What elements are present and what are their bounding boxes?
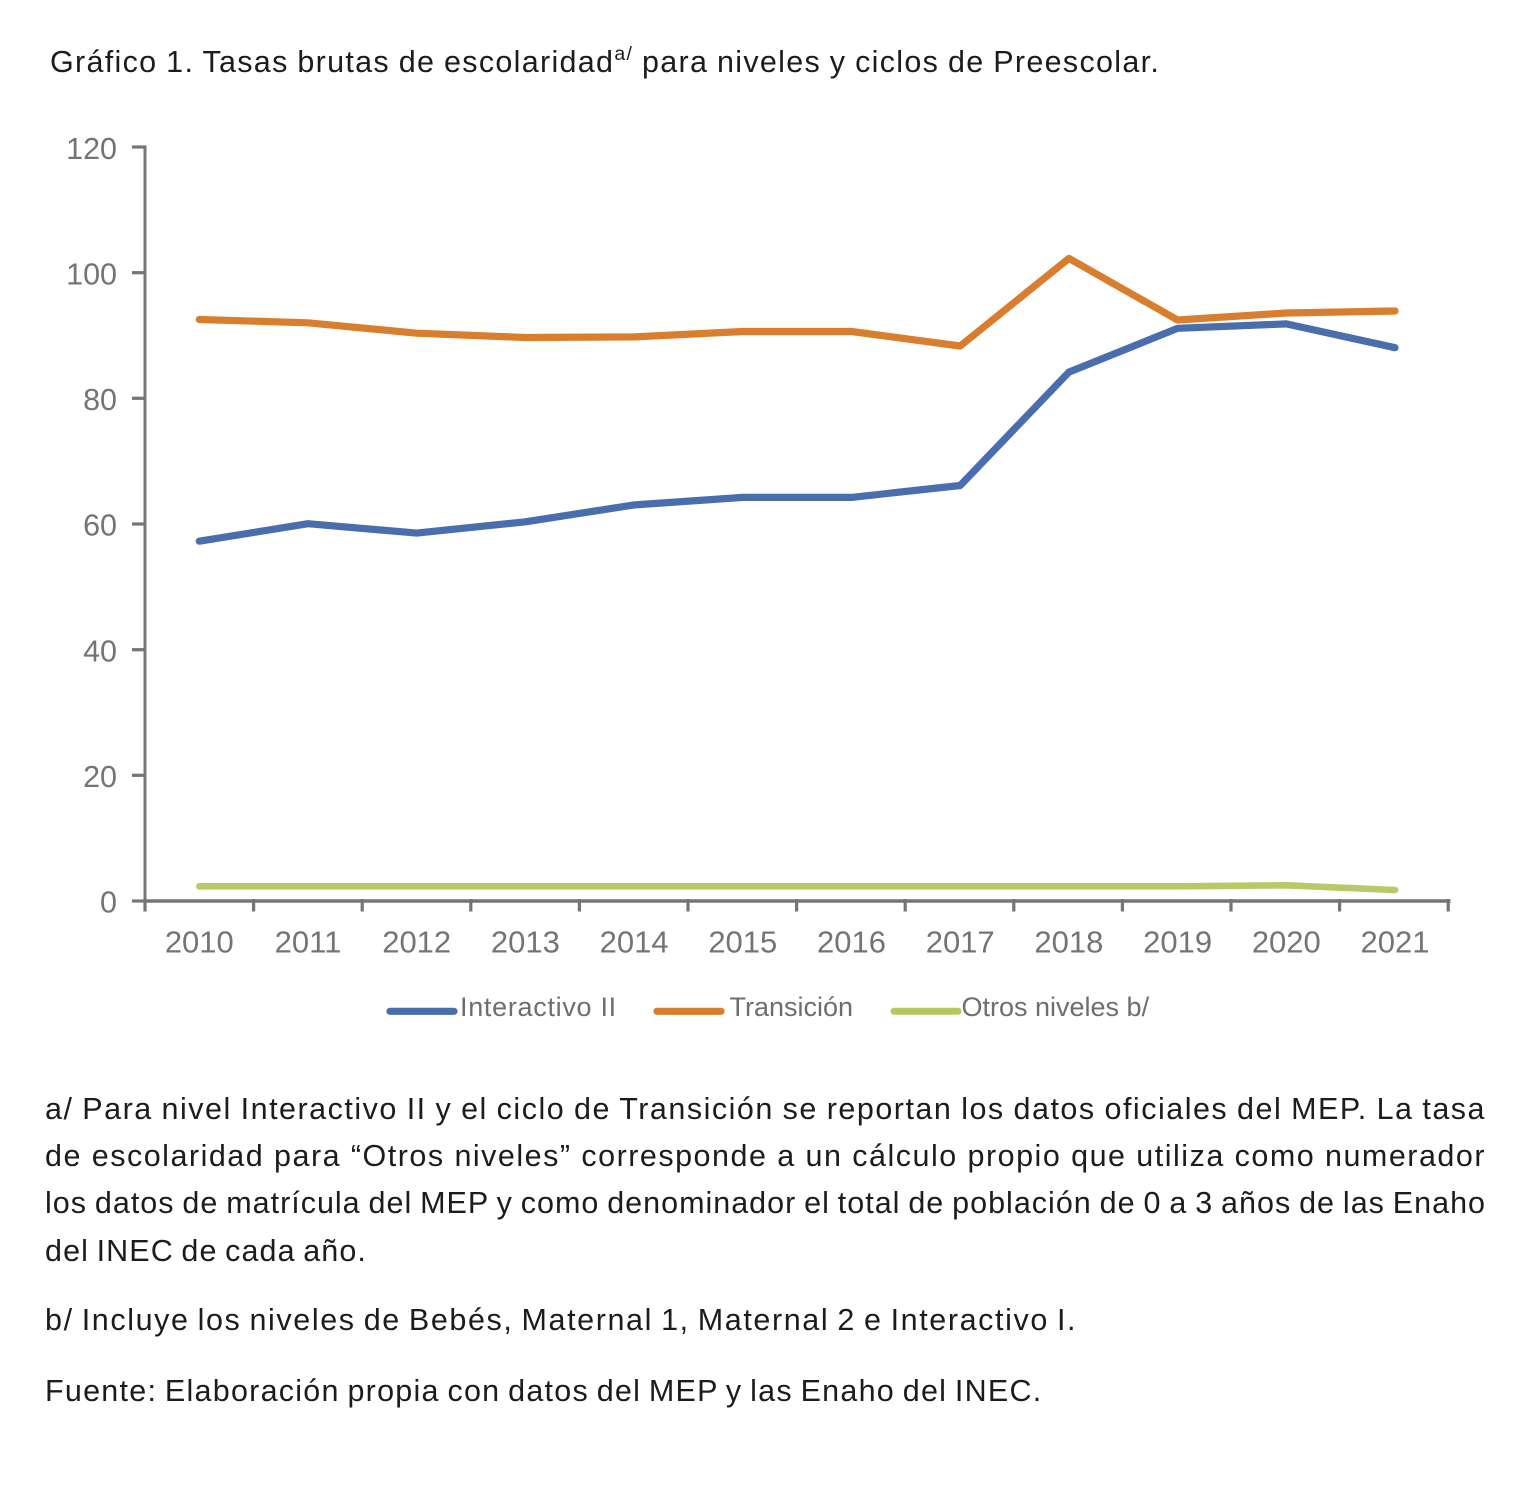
svg-text:0: 0 (100, 886, 117, 920)
svg-text:20: 20 (83, 760, 117, 794)
svg-text:2016: 2016 (817, 925, 886, 960)
svg-text:40: 40 (83, 634, 117, 668)
svg-text:2015: 2015 (708, 925, 777, 960)
svg-text:120: 120 (66, 132, 117, 166)
svg-text:60: 60 (83, 509, 117, 543)
svg-text:2018: 2018 (1034, 925, 1103, 960)
svg-text:2011: 2011 (275, 925, 342, 960)
svg-text:Interactivo II: Interactivo II (460, 992, 617, 1022)
svg-text:Transición: Transición (730, 992, 854, 1022)
svg-text:2014: 2014 (600, 925, 669, 960)
svg-text:2020: 2020 (1252, 925, 1321, 960)
svg-text:2012: 2012 (382, 925, 451, 960)
svg-text:100: 100 (66, 257, 117, 291)
svg-text:2019: 2019 (1143, 925, 1212, 960)
svg-text:80: 80 (83, 383, 117, 417)
svg-text:2010: 2010 (165, 925, 234, 960)
svg-text:2017: 2017 (926, 925, 995, 960)
svg-text:2021: 2021 (1361, 925, 1430, 960)
svg-text:Otros niveles b/: Otros niveles b/ (962, 992, 1150, 1022)
svg-text:2013: 2013 (491, 925, 560, 960)
